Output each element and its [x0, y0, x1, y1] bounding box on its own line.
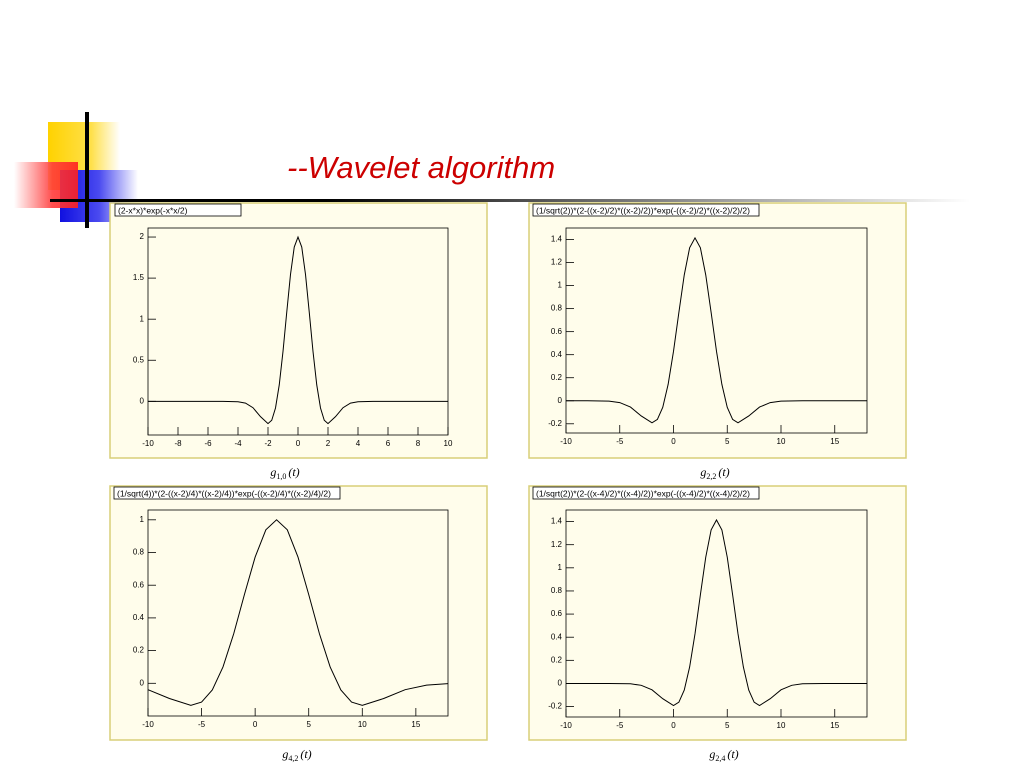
caption-argument: (t) — [718, 465, 729, 479]
y-tick-label: 1.2 — [551, 258, 563, 267]
x-tick-label: -5 — [616, 437, 624, 446]
caption-argument: (t) — [727, 747, 738, 761]
x-tick-label: 15 — [830, 437, 839, 446]
x-tick-label: 15 — [411, 720, 420, 729]
y-tick-label: 0.6 — [551, 327, 563, 336]
y-tick-label: 0.8 — [133, 548, 145, 557]
x-tick-label: 5 — [306, 720, 311, 729]
y-tick-label: 2 — [140, 232, 145, 241]
caption-symbol: g — [700, 465, 706, 479]
x-tick-label: 10 — [777, 721, 786, 730]
x-tick-label: 0 — [671, 437, 676, 446]
x-tick-label: 0 — [671, 721, 676, 730]
caption-argument: (t) — [300, 747, 311, 761]
curve — [147, 519, 449, 706]
caption-subscript: 1,0 — [276, 472, 286, 481]
slide-title: --Wavelet algorithm — [287, 150, 555, 185]
function-title: (2-x*x)*exp(-x*x/2) — [118, 205, 188, 215]
y-tick-label: 1 — [558, 281, 563, 290]
y-tick-label: 0 — [558, 679, 563, 688]
x-tick-label: 0 — [296, 439, 301, 448]
caption: g4,2 (t) — [282, 747, 311, 763]
y-tick-label: -0.2 — [548, 419, 562, 428]
x-tick-label: 10 — [358, 720, 367, 729]
x-tick-label: -10 — [142, 439, 154, 448]
caption-subscript: 4,2 — [288, 754, 298, 763]
x-tick-label: -10 — [560, 721, 572, 730]
x-tick-label: 10 — [444, 439, 453, 448]
x-tick-label: -4 — [234, 439, 242, 448]
x-tick-label: -2 — [264, 439, 272, 448]
y-tick-label: 0.6 — [551, 609, 563, 618]
x-tick-label: 0 — [253, 720, 258, 729]
caption: g2,4 (t) — [709, 747, 738, 763]
deco-hline — [50, 199, 970, 202]
x-tick-label: 2 — [326, 439, 331, 448]
x-tick-label: 10 — [777, 437, 786, 446]
curve — [148, 235, 448, 425]
x-tick-label: -5 — [616, 721, 624, 730]
plot-frame — [565, 509, 868, 718]
caption-symbol: g — [709, 747, 715, 761]
function-box — [532, 486, 760, 500]
x-tick-label: 15 — [830, 721, 839, 730]
plot-frame — [147, 227, 449, 436]
y-tick-label: 0.2 — [551, 655, 563, 664]
x-tick-label: 5 — [725, 721, 730, 730]
x-tick-label: 8 — [416, 439, 421, 448]
y-tick-label: 1.2 — [551, 540, 563, 549]
x-tick-label: -6 — [204, 439, 212, 448]
y-tick-label: 0.2 — [133, 646, 145, 655]
y-tick-label: 0.4 — [551, 632, 563, 641]
x-tick-label: -10 — [142, 720, 154, 729]
curve — [566, 518, 867, 707]
x-tick-label: -10 — [560, 437, 572, 446]
deco-vline — [85, 112, 89, 228]
function-title: (1/sqrt(2))*(2-((x-2)/2)*((x-2)/2))*exp(… — [536, 205, 750, 215]
curve — [566, 236, 867, 424]
plot-frame — [147, 509, 449, 717]
y-tick-label: 0 — [140, 678, 145, 687]
function-box — [114, 203, 242, 217]
function-box — [113, 486, 341, 500]
y-tick-label: 0 — [140, 396, 145, 405]
y-tick-label: 1 — [558, 563, 563, 572]
plot-frame — [565, 227, 868, 434]
function-box — [532, 203, 760, 217]
y-tick-label: -0.2 — [548, 702, 562, 711]
caption-subscript: 2,4 — [715, 754, 725, 763]
y-tick-label: 0.6 — [133, 580, 145, 589]
y-tick-label: 1 — [140, 515, 145, 524]
caption-subscript: 2,2 — [706, 472, 716, 481]
x-tick-label: 5 — [725, 437, 730, 446]
x-tick-label: 4 — [356, 439, 361, 448]
x-tick-label: -8 — [174, 439, 182, 448]
function-title: (1/sqrt(2))*(2-((x-4)/2)*((x-4)/2))*exp(… — [536, 488, 750, 498]
caption: g1,0 (t) — [270, 465, 299, 481]
y-tick-label: 0 — [558, 396, 563, 405]
y-tick-label: 0.5 — [133, 355, 145, 364]
y-tick-label: 0.8 — [551, 586, 563, 595]
y-tick-label: 0.4 — [133, 613, 145, 622]
y-tick-label: 0.4 — [551, 350, 563, 359]
caption: g2,2 (t) — [700, 465, 729, 481]
caption-symbol: g — [282, 747, 288, 761]
y-tick-label: 1.4 — [551, 517, 563, 526]
y-tick-label: 1 — [140, 314, 145, 323]
caption-argument: (t) — [288, 465, 299, 479]
y-tick-label: 0.8 — [551, 304, 563, 313]
x-tick-label: 6 — [386, 439, 391, 448]
function-title: (1/sqrt(4))*(2-((x-2)/4)*((x-2)/4))*exp(… — [117, 488, 331, 498]
x-tick-label: -5 — [198, 720, 206, 729]
y-tick-label: 1.4 — [551, 235, 563, 244]
caption-symbol: g — [270, 465, 276, 479]
y-tick-label: 0.2 — [551, 373, 563, 382]
y-tick-label: 1.5 — [133, 273, 145, 282]
